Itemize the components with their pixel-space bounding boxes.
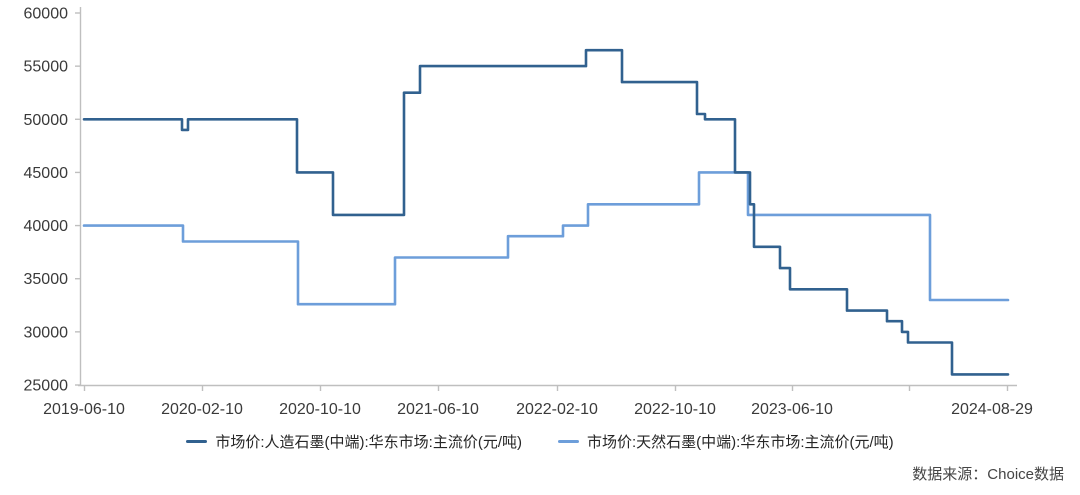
legend-label-artificial-graphite: 市场价:人造石墨(中端):华东市场:主流价(元/吨) — [215, 433, 522, 451]
data-source-note: 数据来源：Choice数据 — [912, 466, 1064, 483]
legend-item-natural-graphite[interactable]: 市场价:天然石墨(中端):华东市场:主流价(元/吨) — [558, 431, 894, 452]
x-axis-label: 2022-10-10 — [634, 401, 716, 418]
x-axis-label: 2022-02-10 — [516, 401, 598, 418]
y-axis-label: 40000 — [24, 218, 69, 235]
x-axis-label: 2019-06-10 — [43, 401, 125, 418]
legend-item-artificial-graphite[interactable]: 市场价:人造石墨(中端):华东市场:主流价(元/吨) — [186, 431, 522, 452]
legend-dash-natural-graphite-icon — [558, 439, 579, 443]
y-axis-label: 50000 — [24, 112, 69, 129]
y-axis-label: 30000 — [24, 324, 69, 341]
series-artificial-graphite-line — [82, 48, 1010, 376]
x-axis-label: 2020-10-10 — [279, 401, 361, 418]
x-axis-label: 2024-08-29 — [951, 401, 1033, 418]
x-axis-label: 2021-06-10 — [397, 401, 479, 418]
legend-dash-artificial-graphite-icon — [186, 439, 208, 443]
series-natural-graphite-line — [82, 171, 1010, 306]
y-axis-label: 60000 — [24, 6, 69, 23]
y-axis-label: 45000 — [24, 165, 69, 182]
legend: 市场价:人造石墨(中端):华东市场:主流价(元/吨) 市场价:天然石墨(中端):… — [0, 429, 1080, 453]
y-axis-label: 35000 — [24, 271, 69, 288]
x-axis-label: 2023-06-10 — [751, 401, 833, 418]
y-axis-label: 55000 — [24, 59, 69, 76]
x-axis-label: 2020-02-10 — [161, 401, 243, 418]
legend-label-natural-graphite: 市场价:天然石墨(中端):华东市场:主流价(元/吨) — [587, 433, 894, 451]
plot-area: 60000 55000 50000 45000 40000 35000 30000 25000… — [24, 6, 1034, 419]
y-axis-label: 25000 — [24, 378, 69, 395]
